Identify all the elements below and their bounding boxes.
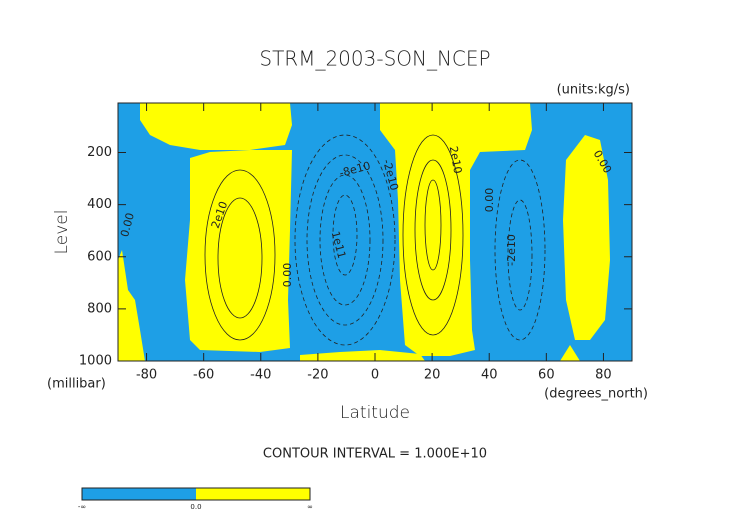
colorbar-label: ∞ xyxy=(307,503,313,511)
x-axis-label: Latitude xyxy=(340,403,410,423)
contour-label: 0.00 xyxy=(118,211,137,238)
footer-note: CONTOUR INTERVAL = 1.000E+10 xyxy=(263,447,487,462)
contour-line xyxy=(507,199,533,311)
x-tick-label: -20 xyxy=(307,368,328,383)
units-label: (units:kg/s) xyxy=(557,83,630,98)
x-tick-label: 40 xyxy=(481,368,498,383)
x-tick-label: 60 xyxy=(538,368,555,383)
x-tick-label: 0 xyxy=(371,368,379,383)
contour-label: -2e10 xyxy=(505,234,518,266)
contour-line xyxy=(414,159,452,301)
colorbar: -∞ 0.0 ∞ xyxy=(78,487,313,511)
positive-region xyxy=(380,103,532,356)
x-tick-label: -40 xyxy=(250,368,271,383)
positive-region xyxy=(300,350,425,361)
y-tick-label: 1000 xyxy=(79,354,112,369)
contour-fill xyxy=(118,103,610,361)
positive-region xyxy=(140,103,292,352)
colorbar-label: -∞ xyxy=(78,503,86,511)
colorbar-swatch xyxy=(82,488,196,500)
x-tick-label: -80 xyxy=(136,368,157,383)
y-tick-label: 600 xyxy=(87,249,112,264)
y-tick-label: 400 xyxy=(87,197,112,212)
contour-line xyxy=(332,194,358,276)
contour-label: 2e10 xyxy=(447,145,465,175)
colorbar-swatch xyxy=(196,488,310,500)
x-tick-label: 20 xyxy=(424,368,441,383)
contour-lines xyxy=(204,134,546,346)
positive-region xyxy=(563,135,610,340)
contour-label: 0.00 xyxy=(281,263,294,288)
contour-line xyxy=(204,169,276,341)
y-axis-label: Level xyxy=(52,210,72,255)
colorbar-frame xyxy=(81,487,311,501)
contour-line xyxy=(306,154,384,326)
contour-line xyxy=(319,174,371,306)
x-unit-label: (degrees_north) xyxy=(544,387,648,402)
contour-line xyxy=(494,159,546,341)
contour-line xyxy=(402,134,464,336)
y-tick-label: 200 xyxy=(87,145,112,160)
chart-title: STRM_2003-SON_NCEP xyxy=(259,47,490,71)
positive-region xyxy=(118,250,145,361)
contour-line xyxy=(294,134,396,346)
y-unit-label: (millibar) xyxy=(47,377,106,392)
positive-region xyxy=(560,345,580,361)
x-tick-label: -60 xyxy=(193,368,214,383)
colorbar-label: 0.0 xyxy=(190,503,201,511)
y-tick-label: 800 xyxy=(87,301,112,316)
contour-line xyxy=(217,197,263,319)
x-tick-label: 80 xyxy=(595,368,612,383)
contour-label: 0.00 xyxy=(483,188,496,213)
contour-line xyxy=(424,179,442,271)
